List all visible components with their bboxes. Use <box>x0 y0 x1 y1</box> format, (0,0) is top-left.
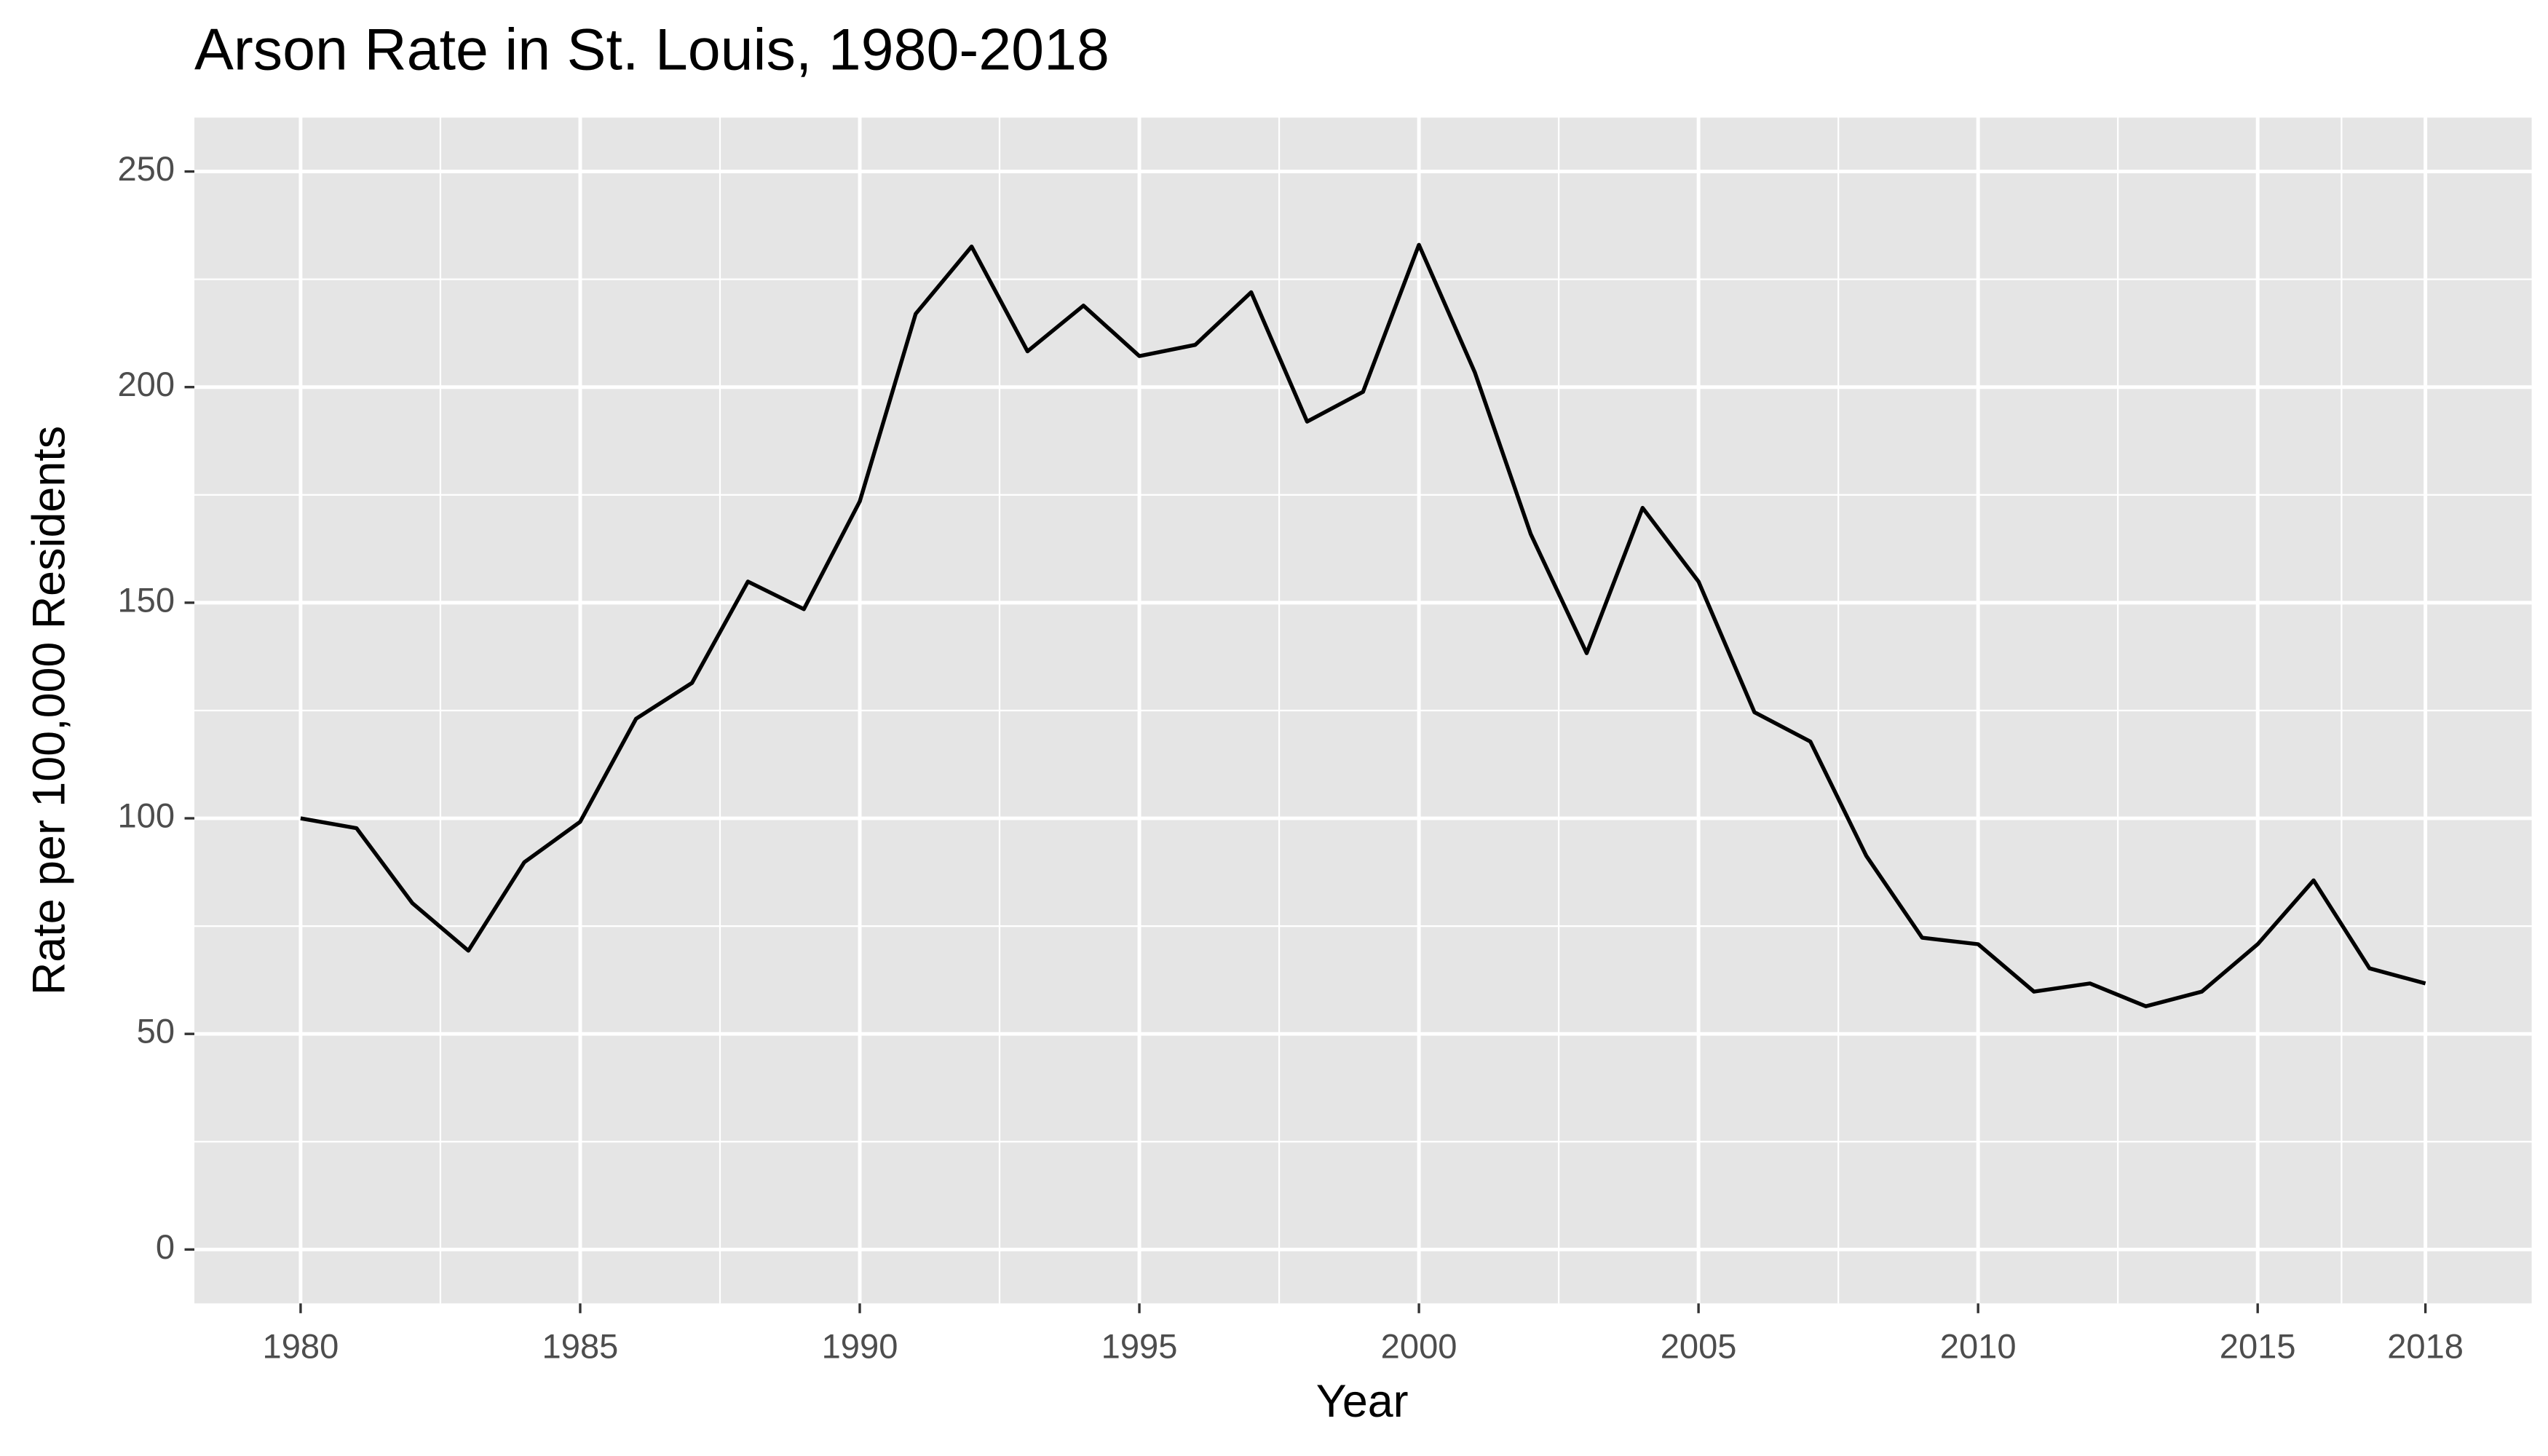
x-tick-label: 2015 <box>2220 1327 2296 1366</box>
x-tick-label: 2010 <box>1940 1327 2017 1366</box>
x-tick-label: 1995 <box>1101 1327 1178 1366</box>
y-tick-label: 200 <box>117 365 175 403</box>
grid <box>194 117 2532 1304</box>
chart-title: Arson Rate in St. Louis, 1980-2018 <box>194 17 1109 82</box>
x-tick-label: 2005 <box>1661 1327 1737 1366</box>
y-tick-label: 50 <box>137 1012 175 1051</box>
y-axis-title: Rate per 100,000 Residents <box>23 426 74 995</box>
x-tick-label: 1980 <box>263 1327 339 1366</box>
x-tick-label: 2018 <box>2387 1327 2464 1366</box>
y-tick-label: 150 <box>117 580 175 619</box>
x-axis-title: Year <box>1316 1376 1409 1427</box>
x-tick-label: 2000 <box>1381 1327 1457 1366</box>
y-tick-label: 0 <box>156 1227 175 1266</box>
data <box>300 242 2426 1008</box>
x-tick-label: 1985 <box>542 1327 619 1366</box>
y-tick-label: 100 <box>117 796 175 834</box>
y-tick-label: 250 <box>117 149 175 188</box>
x-tick-label: 1990 <box>822 1327 898 1366</box>
data-line <box>300 242 2426 1008</box>
